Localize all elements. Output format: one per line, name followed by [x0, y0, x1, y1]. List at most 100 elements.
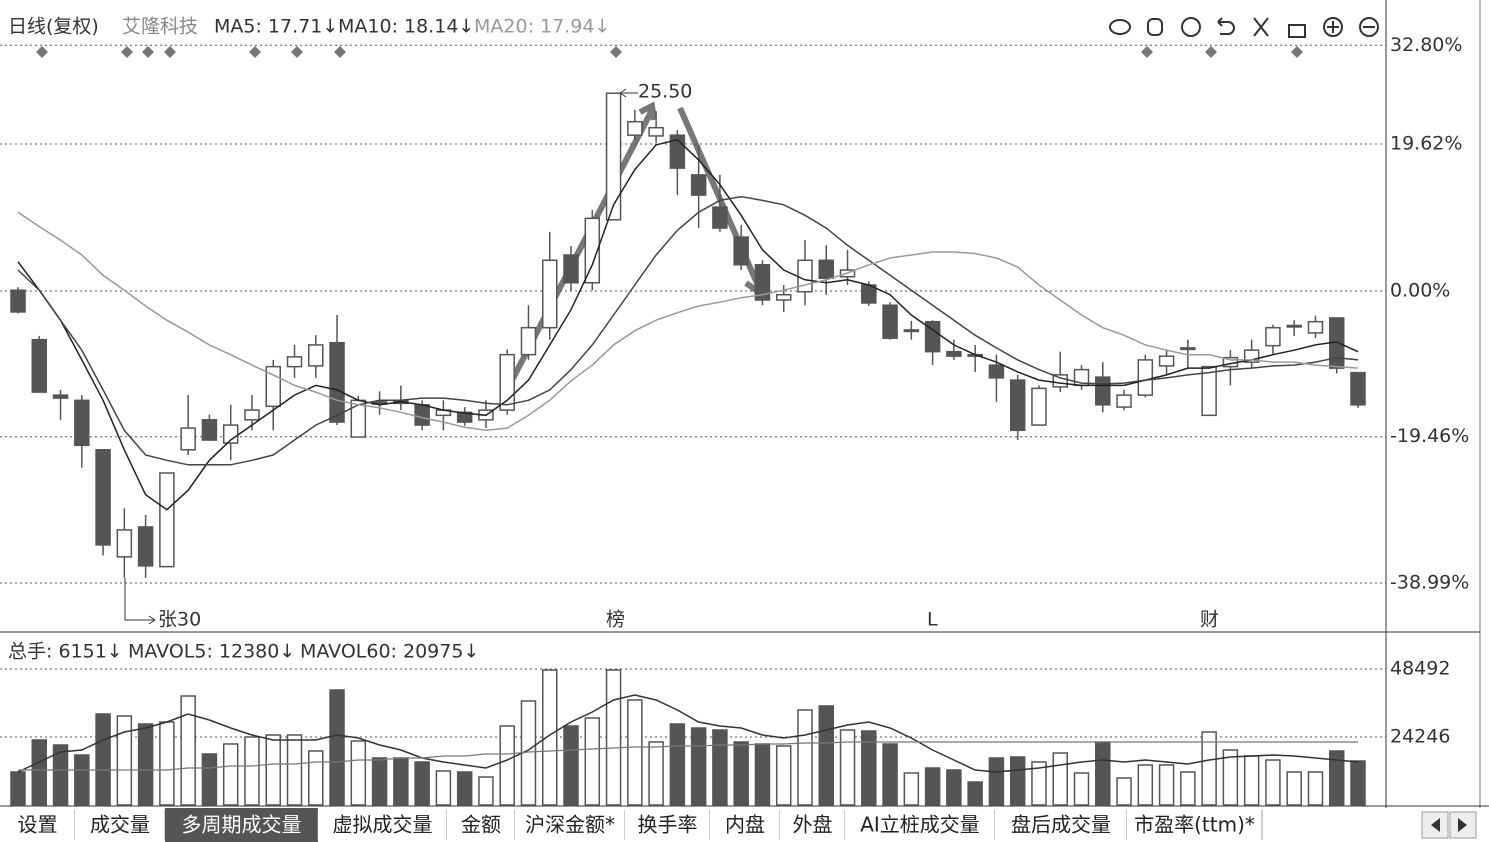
- scroll-right[interactable]: [1449, 811, 1477, 839]
- volume-bar: [74, 754, 90, 806]
- volume-bar: [95, 713, 111, 806]
- candle-body: [946, 350, 962, 357]
- zoom-in-icon[interactable]: [1323, 17, 1343, 37]
- volume-bar: [52, 744, 69, 806]
- mavol60-label: MAVOL60: 20975↓: [300, 641, 479, 663]
- volume-bar: [244, 736, 260, 806]
- candle-body: [924, 320, 941, 353]
- volume-bar: [839, 729, 856, 806]
- candle-body: [308, 344, 324, 367]
- candle-body: [1031, 387, 1047, 426]
- candle-body: [95, 449, 111, 546]
- volume-bar: [946, 769, 962, 806]
- candle-body: [1243, 349, 1260, 363]
- volume-bar: [222, 743, 239, 806]
- candle-body: [1009, 379, 1026, 432]
- tab-label: 多周期成交量: [182, 813, 302, 837]
- volume-bar: [350, 740, 367, 806]
- toolbar: [1109, 17, 1379, 38]
- volume-bar: [861, 730, 877, 806]
- undo-icon[interactable]: [1217, 17, 1235, 35]
- vol-tick-label: 24246: [1390, 726, 1450, 748]
- candle-body: [1307, 320, 1324, 334]
- tab[interactable]: [318, 808, 447, 842]
- candle-body: [733, 236, 749, 266]
- vol-tick-label: 48492: [1390, 658, 1450, 680]
- volume-bar: [712, 729, 728, 806]
- tab[interactable]: [710, 808, 780, 842]
- volume-bar: [924, 767, 941, 806]
- candle-body: [1052, 374, 1068, 388]
- volume-bar: [563, 725, 579, 806]
- candle-body: [137, 526, 154, 567]
- candle-body: [1180, 347, 1196, 351]
- mavol5-line: [17, 694, 1359, 773]
- volume-bar: [669, 723, 686, 806]
- tab[interactable]: [780, 808, 845, 842]
- candle-body: [1265, 326, 1281, 347]
- volume-bar: [1265, 759, 1281, 806]
- ma5-label: MA5: 17.71↓: [214, 16, 338, 38]
- zoom-out-icon[interactable]: [1359, 17, 1379, 37]
- candle-body: [286, 356, 303, 368]
- tab[interactable]: [0, 808, 75, 842]
- volume-bar: [690, 727, 707, 806]
- volume-bar: [1350, 760, 1366, 806]
- candle-body: [329, 341, 345, 423]
- tab[interactable]: [845, 808, 995, 842]
- volume-bar: [542, 669, 558, 806]
- tab[interactable]: [625, 808, 710, 842]
- volume-bar: [903, 772, 920, 806]
- tab[interactable]: [165, 808, 318, 842]
- volume-bar: [435, 770, 452, 806]
- volume-bar: [1201, 731, 1217, 806]
- tab[interactable]: [1127, 808, 1262, 842]
- volume-bar: [456, 771, 473, 806]
- event-label: L: [927, 609, 938, 631]
- candle-body: [74, 399, 90, 447]
- candle-body: [563, 254, 579, 284]
- hand-icon[interactable]: [1147, 18, 1163, 36]
- volume-bar: [159, 721, 175, 806]
- event-label: 张30: [158, 609, 201, 631]
- volume-bar: [1116, 777, 1132, 806]
- volume-bar: [733, 741, 749, 806]
- volume-bar: [31, 739, 48, 806]
- candle-body: [1158, 355, 1175, 367]
- candle-body: [605, 92, 622, 221]
- volume-bar: [648, 741, 664, 806]
- lock-icon[interactable]: [1288, 24, 1306, 38]
- ma-line: [17, 211, 1359, 432]
- volume-bar: [137, 723, 154, 806]
- play-icon[interactable]: [1181, 17, 1201, 37]
- eye-icon[interactable]: [1109, 19, 1131, 35]
- volume-bar: [1052, 752, 1068, 806]
- tab-label: 换手率: [638, 813, 698, 837]
- period: 日线(复权): [8, 16, 99, 38]
- volume-bar: [797, 709, 813, 806]
- event-label: 财: [1200, 609, 1219, 631]
- volume-bar: [1180, 771, 1196, 806]
- cut-icon[interactable]: [1253, 17, 1269, 37]
- tab[interactable]: [995, 808, 1127, 842]
- candle-body: [1095, 376, 1111, 406]
- tab[interactable]: [515, 808, 625, 842]
- candle-body: [542, 259, 558, 329]
- candle-body: [244, 409, 260, 421]
- volume-bar: [1009, 756, 1026, 806]
- volume-bar: [1307, 771, 1324, 806]
- candle-body: [818, 259, 835, 280]
- candle-body: [201, 419, 218, 441]
- tab[interactable]: [447, 808, 515, 842]
- candle-body: [797, 259, 813, 293]
- candle-body: [159, 472, 175, 568]
- tab[interactable]: [75, 808, 165, 842]
- tab-label: AI立桩成交量: [860, 813, 980, 837]
- candle-body: [52, 394, 69, 399]
- candle-body: [690, 174, 707, 196]
- candle-body: [775, 293, 792, 301]
- candle-body: [222, 424, 239, 444]
- candle-body: [1116, 394, 1132, 408]
